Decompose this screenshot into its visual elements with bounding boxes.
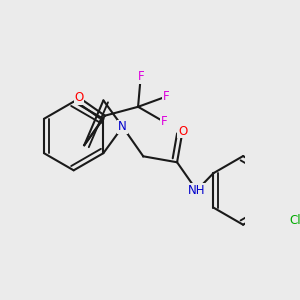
Text: NH: NH — [188, 184, 206, 197]
Text: O: O — [178, 125, 187, 138]
Text: F: F — [163, 90, 170, 103]
Text: Cl: Cl — [289, 214, 300, 227]
Text: N: N — [118, 120, 127, 133]
Text: F: F — [137, 70, 144, 83]
Text: F: F — [161, 116, 167, 128]
Text: O: O — [74, 91, 84, 104]
